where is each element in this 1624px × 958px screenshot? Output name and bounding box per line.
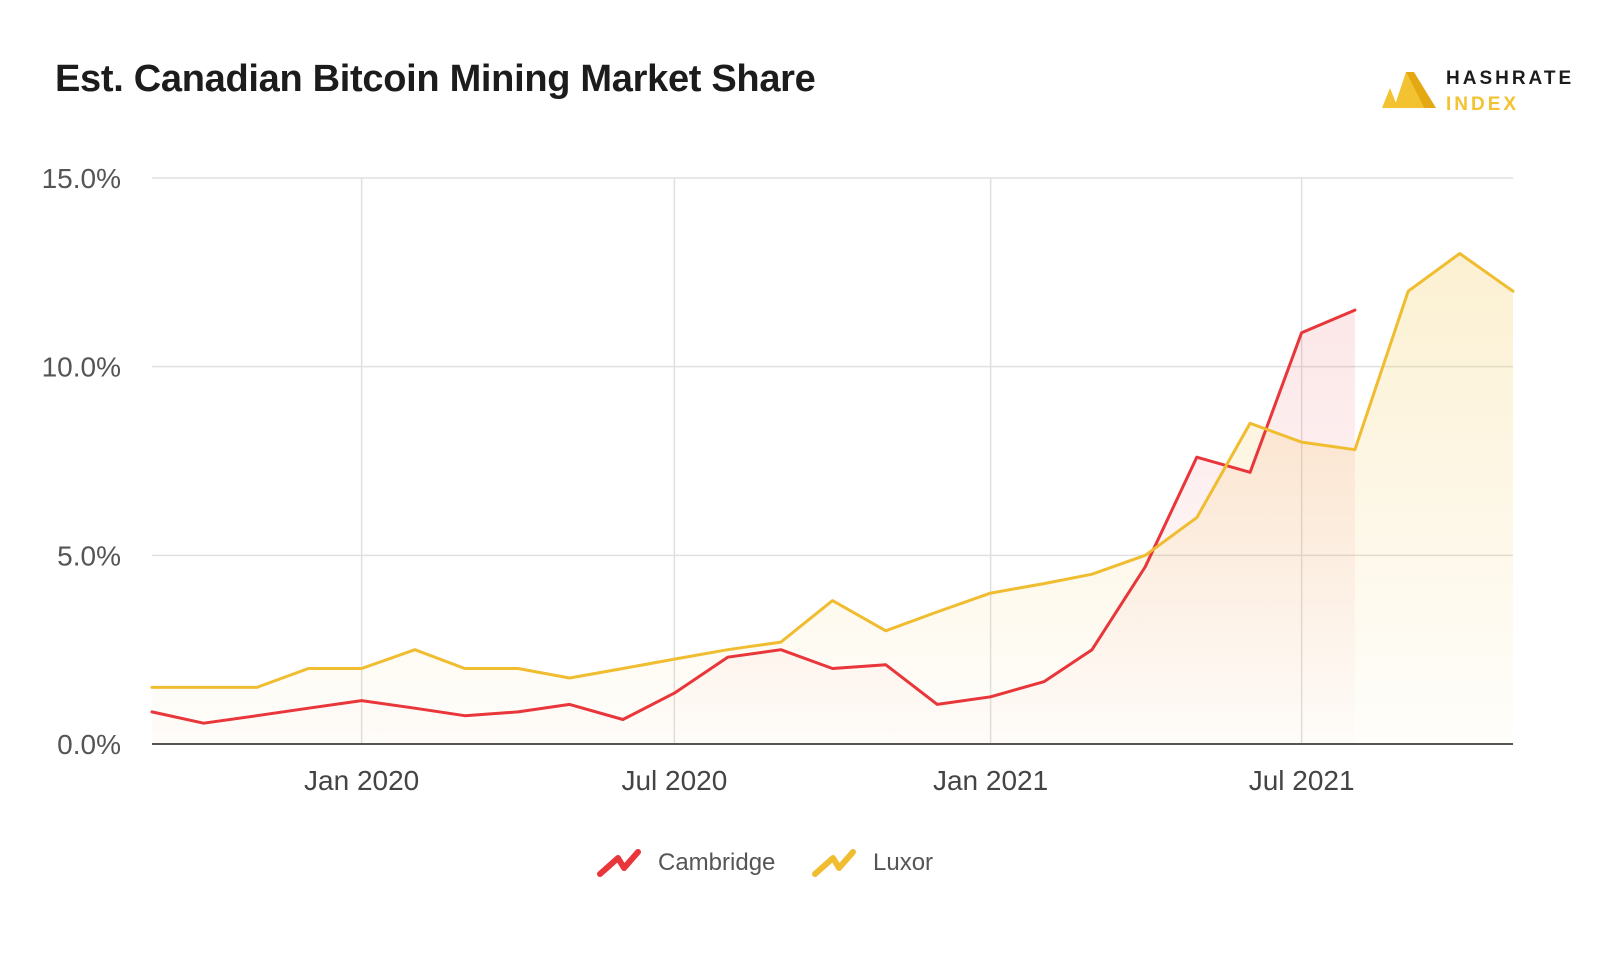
x-tick-label: Jul 2021 bbox=[1249, 765, 1355, 796]
y-tick-label: 15.0% bbox=[42, 163, 121, 194]
y-tick-label: 10.0% bbox=[42, 352, 121, 383]
y-tick-label: 0.0% bbox=[57, 729, 121, 760]
brand-name-line1: HASHRATE bbox=[1446, 68, 1575, 89]
x-tick-label: Jul 2020 bbox=[621, 765, 727, 796]
x-tick-label: Jan 2021 bbox=[933, 765, 1048, 796]
legend-swatch-luxor-icon bbox=[812, 849, 856, 877]
legend-label-luxor: Luxor bbox=[873, 849, 933, 876]
y-tick-label: 5.0% bbox=[57, 540, 121, 571]
chart-title: Est. Canadian Bitcoin Mining Market Shar… bbox=[55, 58, 816, 100]
axes: 0.0% 5.0% 10.0% 15.0% Jan 2020 Jul 2020 Jan 20… bbox=[42, 163, 1513, 796]
legend-swatch-cambridge-icon bbox=[597, 849, 641, 877]
series-line-luxor bbox=[150, 252, 1515, 689]
series-lines bbox=[150, 252, 1515, 725]
area-luxor bbox=[152, 253, 1513, 744]
area-fills bbox=[152, 253, 1513, 744]
legend: Cambridge Luxor bbox=[597, 849, 933, 877]
x-tick-label: Jan 2020 bbox=[304, 765, 419, 796]
hashrate-index-logo-icon bbox=[1382, 72, 1436, 108]
brand-name-line2: INDEX bbox=[1446, 94, 1520, 115]
legend-label-cambridge: Cambridge bbox=[658, 849, 775, 876]
